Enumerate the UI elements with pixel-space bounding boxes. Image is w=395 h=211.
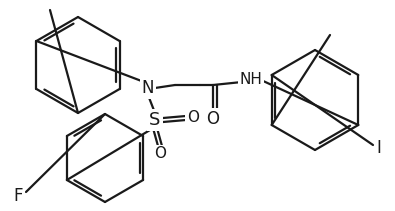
Text: S: S	[149, 111, 161, 129]
Text: O: O	[207, 110, 220, 128]
Text: O: O	[187, 111, 199, 126]
Text: NH: NH	[239, 73, 262, 88]
Text: F: F	[13, 187, 23, 205]
Text: N: N	[142, 79, 154, 97]
Text: I: I	[376, 139, 382, 157]
Text: O: O	[154, 146, 166, 161]
